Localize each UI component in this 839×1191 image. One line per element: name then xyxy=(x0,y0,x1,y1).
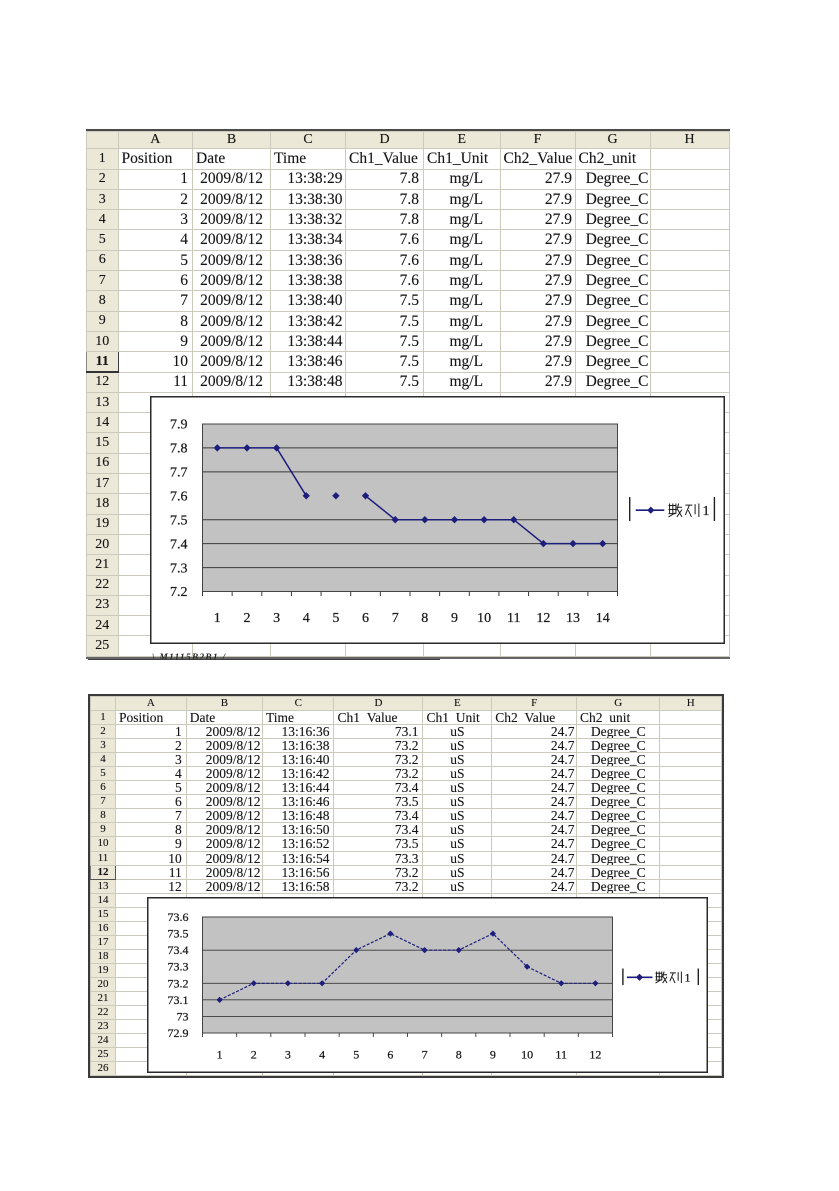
svg-text:72.9: 72.9 xyxy=(167,1026,188,1040)
svg-text:73.2: 73.2 xyxy=(167,976,188,990)
svg-text:2: 2 xyxy=(250,1048,256,1062)
svg-text:8: 8 xyxy=(421,611,428,626)
svg-text:1: 1 xyxy=(703,504,710,519)
svg-text:7.6: 7.6 xyxy=(170,490,188,505)
svg-text:5: 5 xyxy=(332,611,339,626)
svg-text:9: 9 xyxy=(489,1048,495,1062)
svg-text:73.3: 73.3 xyxy=(167,960,188,974)
svg-text:73.6: 73.6 xyxy=(167,910,188,924)
svg-text:7.4: 7.4 xyxy=(170,537,188,552)
svg-text:7.3: 7.3 xyxy=(170,561,188,576)
svg-text:12: 12 xyxy=(589,1048,601,1062)
svg-text:14: 14 xyxy=(596,611,610,626)
svg-text:7.2: 7.2 xyxy=(170,585,188,600)
svg-text:8: 8 xyxy=(455,1048,461,1062)
svg-text:7.7: 7.7 xyxy=(170,466,188,481)
svg-text:6: 6 xyxy=(362,611,369,626)
svg-text:13: 13 xyxy=(566,611,580,626)
svg-text:7: 7 xyxy=(392,611,399,626)
svg-text:1: 1 xyxy=(214,611,221,626)
svg-text:3: 3 xyxy=(273,611,280,626)
svg-text:9: 9 xyxy=(451,611,458,626)
svg-text:7.5: 7.5 xyxy=(170,513,188,528)
svg-text:1: 1 xyxy=(216,1048,222,1062)
svg-text:4: 4 xyxy=(319,1048,325,1062)
svg-text:5: 5 xyxy=(353,1048,359,1062)
svg-text:3: 3 xyxy=(284,1048,290,1062)
svg-text:7.9: 7.9 xyxy=(170,418,188,433)
svg-text:11: 11 xyxy=(507,611,520,626)
svg-text:11: 11 xyxy=(555,1048,567,1062)
svg-text:12: 12 xyxy=(536,611,550,626)
svg-text:1: 1 xyxy=(684,971,690,985)
svg-text:7: 7 xyxy=(421,1048,427,1062)
svg-text:7.8: 7.8 xyxy=(170,442,188,457)
svg-text:73.1: 73.1 xyxy=(167,993,188,1007)
svg-text:4: 4 xyxy=(303,611,310,626)
svg-text:6: 6 xyxy=(387,1048,393,1062)
svg-text:73.4: 73.4 xyxy=(167,943,188,957)
svg-text:2: 2 xyxy=(244,611,251,626)
svg-text:73.5: 73.5 xyxy=(167,927,188,941)
svg-text:73: 73 xyxy=(176,1009,188,1023)
svg-text:10: 10 xyxy=(521,1048,533,1062)
svg-text:10: 10 xyxy=(477,611,491,626)
